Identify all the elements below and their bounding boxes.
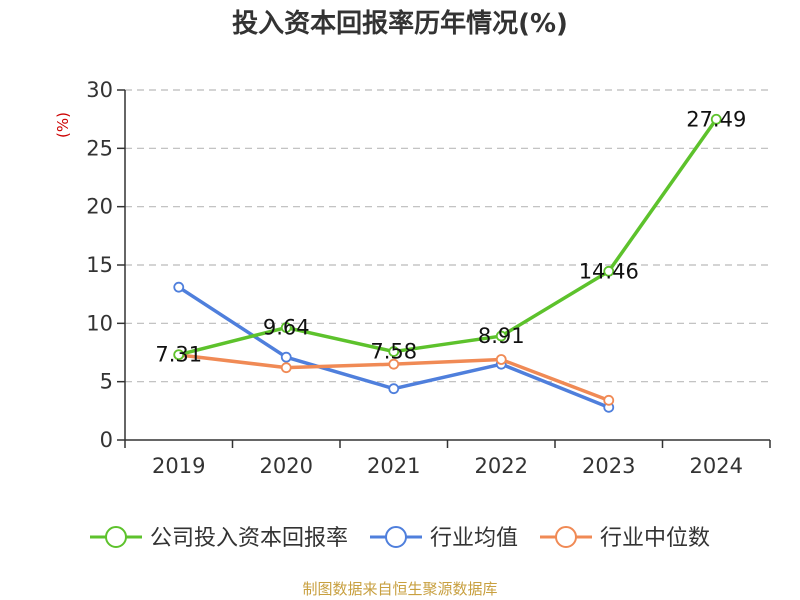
data-point xyxy=(388,383,400,395)
y-tick-label: 15 xyxy=(86,253,113,277)
data-point xyxy=(495,354,507,365)
data-point xyxy=(388,358,400,370)
data-point xyxy=(603,394,615,406)
data-label: 14.46 xyxy=(579,259,639,283)
y-tick-label: 20 xyxy=(86,195,113,219)
y-axis-label: (%) xyxy=(54,112,72,138)
legend-marker xyxy=(385,526,407,548)
legend-marker xyxy=(555,526,577,548)
y-tick-label: 0 xyxy=(100,428,113,452)
grid-lines xyxy=(125,89,770,383)
y-tick-label: 30 xyxy=(86,78,113,102)
legend-item: 行业中位数 xyxy=(540,526,710,551)
x-tick-label: 2022 xyxy=(475,454,528,478)
legend-item: 行业均值 xyxy=(370,526,518,551)
y-tick-label: 5 xyxy=(100,370,113,394)
series-lines xyxy=(173,113,722,413)
data-point xyxy=(280,362,292,374)
data-label: 7.58 xyxy=(370,340,417,364)
legend-label: 行业中位数 xyxy=(600,526,710,551)
data-label: 7.31 xyxy=(155,343,202,367)
y-tick-label: 25 xyxy=(86,136,113,160)
legend-item: 公司投入资本回报率 xyxy=(90,526,348,551)
legend-marker xyxy=(105,526,127,548)
legend-label: 公司投入资本回报率 xyxy=(150,526,348,551)
data-point xyxy=(495,330,507,342)
y-tick-label: 10 xyxy=(86,311,113,335)
axes: 0 5 10 15 20 25 30 2019 2020 2021 2022 2023 2024 xyxy=(86,78,771,478)
legend: 公司投入资本回报率 行业均值 行业中位数 xyxy=(90,526,710,551)
data-point xyxy=(173,349,185,361)
x-tick-label: 2021 xyxy=(367,454,420,478)
data-point xyxy=(388,346,400,357)
x-tick-label: 2020 xyxy=(260,454,313,478)
x-tick-label: 2024 xyxy=(690,454,743,478)
source-note: 制图数据来自恒生聚源数据库 xyxy=(302,580,497,598)
chart-title: 投入资本回报率历年情况(%) xyxy=(232,8,568,39)
data-point xyxy=(280,322,292,333)
data-label: 9.64 xyxy=(263,316,310,340)
data-point xyxy=(710,113,722,125)
data-point xyxy=(280,351,292,363)
data-point xyxy=(173,281,185,293)
x-tick-label: 2019 xyxy=(152,454,205,478)
data-labels: 7.31 9.64 7.58 8.91 14.46 27.49 xyxy=(155,107,746,366)
series-line xyxy=(178,118,718,357)
data-label: 8.91 xyxy=(478,324,525,348)
data-point xyxy=(603,265,615,277)
x-tick-label: 2023 xyxy=(582,454,635,478)
data-label: 27.49 xyxy=(686,107,746,131)
legend-label: 行业均值 xyxy=(430,526,518,551)
